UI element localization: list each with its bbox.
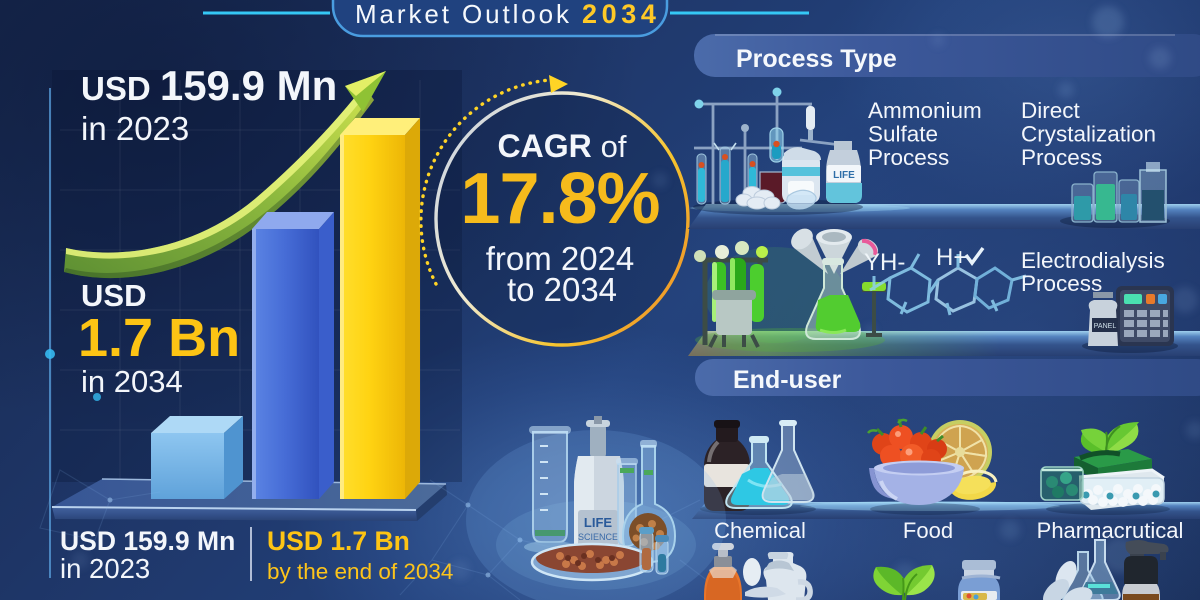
svg-text:PANEL: PANEL — [1094, 323, 1117, 330]
svg-text:Process: Process — [868, 145, 949, 170]
svg-text:17.8%: 17.8% — [460, 159, 659, 239]
svg-text:CAGR of: CAGR of — [498, 128, 627, 164]
svg-text:Market Outlook 2034: Market Outlook 2034 — [355, 0, 660, 29]
svg-text:SCIENCE: SCIENCE — [578, 532, 618, 542]
svg-text:to 2034: to 2034 — [507, 271, 617, 308]
svg-text:Pharmacrutical: Pharmacrutical — [1037, 518, 1184, 543]
svg-text:Ammonium: Ammonium — [868, 98, 982, 123]
svg-text:Process: Process — [1021, 145, 1102, 170]
svg-text:Sulfate: Sulfate — [868, 122, 938, 147]
svg-text:LIFE: LIFE — [833, 170, 855, 181]
svg-text:Food: Food — [903, 518, 953, 543]
svg-text:YH-: YH- — [864, 249, 905, 276]
svg-text:in 2023: in 2023 — [81, 110, 189, 147]
svg-text:Direct: Direct — [1021, 98, 1081, 123]
svg-text:1.7 Bn: 1.7 Bn — [78, 308, 240, 368]
svg-text:USD 159.9 Mn: USD 159.9 Mn — [81, 62, 337, 109]
svg-text:Process: Process — [1021, 271, 1102, 296]
svg-text:USD 1.7 Bn: USD 1.7 Bn — [267, 526, 410, 556]
svg-text:by the end of 2034: by the end of 2034 — [267, 559, 453, 584]
svg-text:from 2024: from 2024 — [486, 240, 635, 277]
svg-text:Process Type: Process Type — [736, 45, 897, 73]
svg-text:Chemical: Chemical — [714, 518, 806, 543]
svg-text:USD 159.9 Mn: USD 159.9 Mn — [60, 526, 235, 556]
svg-text:H+: H+ — [936, 244, 967, 271]
svg-text:Electrodialysis: Electrodialysis — [1021, 248, 1165, 273]
svg-text:End-user: End-user — [733, 366, 842, 394]
svg-text:Crystalization: Crystalization — [1021, 122, 1156, 147]
svg-text:USD: USD — [81, 278, 146, 313]
svg-text:LIFE: LIFE — [584, 515, 612, 530]
